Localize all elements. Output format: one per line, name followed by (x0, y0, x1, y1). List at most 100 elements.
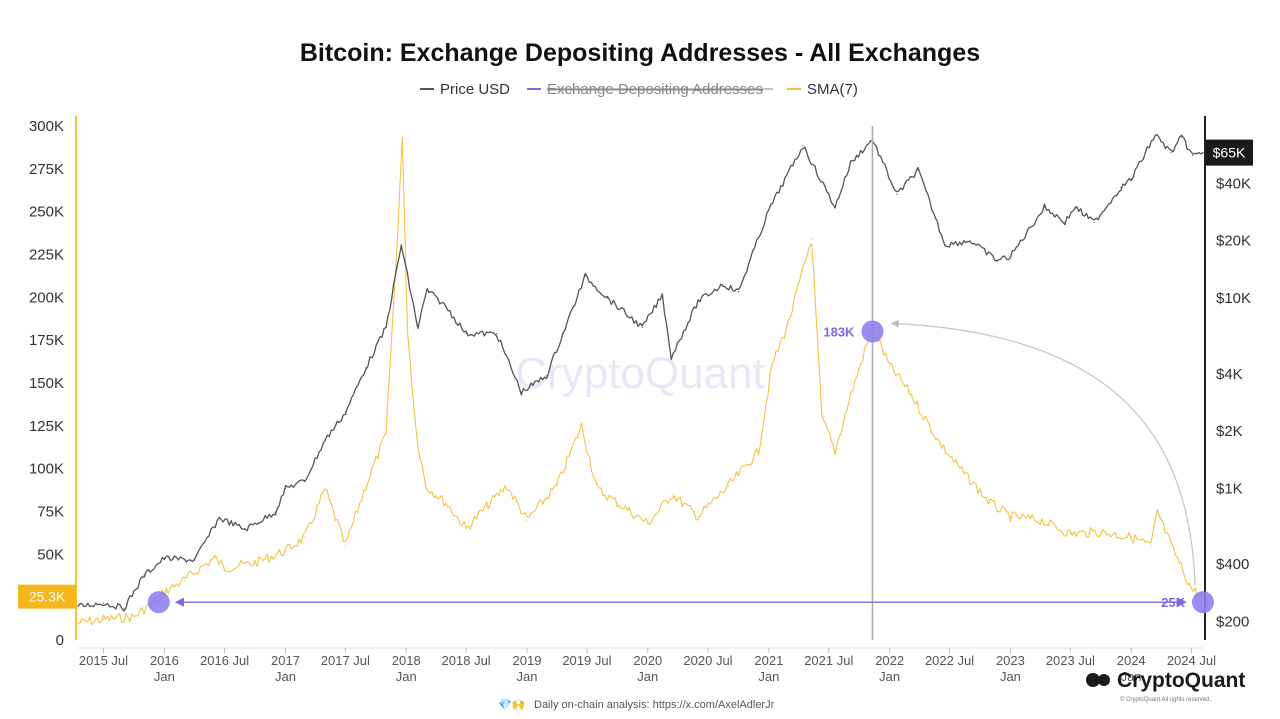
left-y-tick-label: 250K (29, 204, 64, 221)
brand-logo: CryptoQuant © CryptoQuant All rights res… (1086, 669, 1245, 703)
price-usd-point (445, 306, 447, 308)
sma7-point (284, 550, 287, 552)
sma7-point (1039, 519, 1041, 521)
x-tick-label: 2019 Jul (562, 653, 611, 668)
current-price-badge-label: $65K (1213, 145, 1246, 161)
price-usd-point (641, 326, 643, 329)
price-usd-point (944, 244, 946, 246)
sma7-point (102, 618, 105, 621)
price-usd-point (697, 300, 699, 302)
x-tick-label: 2024 Jul (1167, 653, 1216, 668)
price-usd-point (495, 333, 498, 335)
x-tick-label: 2019 (513, 653, 542, 668)
x-tick-label: 2016 Jul (200, 653, 249, 668)
sma7-point (1069, 533, 1071, 535)
x-tick-label: 2017 Jul (321, 653, 370, 668)
price-usd-point (1074, 206, 1076, 208)
sma7-point (385, 433, 387, 435)
price-usd-point (344, 412, 346, 414)
x-tick-label: 2023 Jul (1046, 653, 1095, 668)
sma7-point (1100, 531, 1102, 533)
price-usd-point (1192, 154, 1194, 157)
x-tick-sublabel: Jan (275, 669, 296, 684)
sma7-point (596, 488, 598, 490)
left-y-axis: 0 50K 75K 100K 125K 150K 175K 200K 225K 250K 275K 3… (29, 116, 77, 649)
right-y-tick-label: $2K (1216, 423, 1243, 440)
footer-text[interactable]: Daily on-chain analysis: https://x.com/A… (534, 699, 775, 711)
sma7-point (647, 522, 649, 525)
x-tick-sublabel: Jan (637, 669, 658, 684)
left-y-tick-label: 275K (29, 161, 64, 178)
sma7-point (486, 505, 488, 507)
sma7-point (939, 442, 941, 444)
legend-label-price[interactable]: Price USD (440, 81, 510, 98)
sma7-point (344, 545, 346, 547)
x-tick-label: 2022 (875, 653, 904, 668)
price-usd-point (545, 375, 548, 377)
sma7-point (1156, 510, 1158, 513)
price-usd-point (768, 209, 770, 211)
x-tick-label: 2016 (150, 653, 179, 668)
sma7-point (758, 450, 760, 453)
price-usd-point (834, 206, 836, 208)
price-usd-point (385, 326, 387, 329)
sma7-point (415, 433, 418, 435)
sma7-point (848, 399, 850, 401)
price-usd-point (274, 511, 276, 513)
sma7-point (989, 502, 991, 504)
sma7-point (1170, 545, 1172, 547)
sma7-point (959, 468, 961, 470)
brand-logo-icon-inner (1098, 674, 1110, 686)
price-usd-point (143, 574, 145, 576)
sma7-point (616, 502, 618, 504)
price-usd-point (304, 479, 306, 482)
price-usd-point (802, 145, 804, 147)
price-usd-point (1130, 178, 1132, 180)
sma7-point (465, 528, 467, 530)
sma7-point (425, 485, 427, 487)
annotations-layer: 183K 25K (147, 126, 1214, 640)
price-usd-point (244, 528, 246, 530)
footer-icons: 💎🙌 (498, 698, 525, 711)
right-y-axis: $200 $400 $1K $2K $4K $10K $20K $40K (1204, 116, 1251, 640)
price-usd-point (520, 391, 522, 393)
right-y-tick-label: $400 (1216, 556, 1249, 573)
price-usd-point (417, 326, 419, 329)
price-usd-point (218, 517, 220, 519)
sma7-point (1009, 516, 1012, 518)
x-tick-label: 2021 (754, 653, 783, 668)
x-tick-sublabel: Jan (1121, 669, 1142, 684)
x-tick-label: 2018 (392, 653, 421, 668)
price-usd-point (606, 297, 609, 299)
left-y-tick-label: 300K (29, 118, 64, 135)
sma7-point (214, 557, 216, 559)
sma7-point (183, 579, 185, 581)
price-usd-point (722, 283, 724, 285)
left-y-tick-label: 175K (29, 332, 64, 349)
legend-label-sma[interactable]: SMA(7) (807, 81, 858, 98)
sma7-point (889, 365, 891, 367)
right-y-tick-label: $40K (1216, 175, 1251, 192)
sma7-point (556, 485, 558, 487)
price-usd-point (1202, 151, 1204, 154)
price-usd-point (102, 602, 105, 604)
left-y-tick-label: 75K (37, 504, 64, 521)
price-usd-point (77, 605, 79, 608)
decline-curved-arrow (890, 319, 1196, 586)
sma7-point (133, 616, 135, 618)
sma7-point (324, 488, 326, 490)
sma7-point (834, 450, 836, 453)
right-y-tick-label: $4K (1216, 366, 1243, 383)
price-usd-point (670, 356, 672, 358)
price-usd-point (400, 244, 402, 246)
highlight-point (1192, 591, 1214, 614)
sma7-point (671, 493, 673, 495)
price-usd-point (1093, 221, 1095, 223)
sma7-point (1130, 536, 1132, 538)
price-usd-point (365, 367, 367, 369)
brand-logo-icon (1086, 673, 1100, 687)
sma7-point (506, 485, 508, 487)
sma7-point (77, 622, 79, 624)
